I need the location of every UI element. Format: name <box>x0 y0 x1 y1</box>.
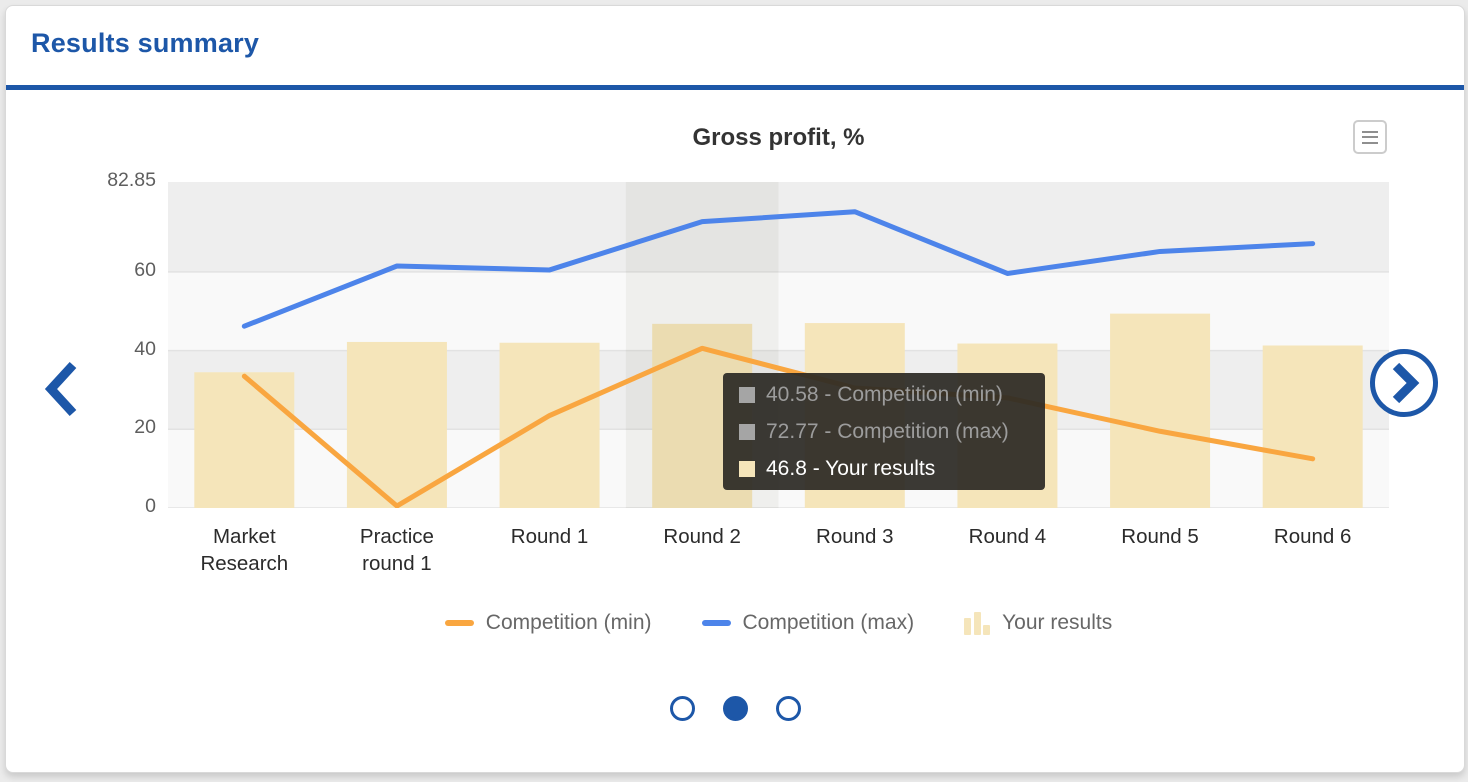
legend-label: Your results <box>1002 611 1113 634</box>
pagination-dot-2[interactable] <box>722 696 748 721</box>
legend-item-competition-max[interactable]: Competition (max) <box>701 611 915 635</box>
y-axis-label: 0 <box>145 495 156 517</box>
chevron-left-icon <box>44 361 77 417</box>
chevron-right-icon <box>1392 362 1420 404</box>
x-axis-label: Market Research <box>200 525 289 576</box>
bar-Round 1[interactable] <box>499 342 600 508</box>
bar-Round 6[interactable] <box>1262 345 1363 508</box>
tooltip-text: 46.8 - Your results <box>766 457 936 480</box>
chart-title: Gross profit, % <box>692 124 865 151</box>
x-axis-label: Round 2 <box>663 525 741 548</box>
chart-legend: Competition (min) Competition (max) Your… <box>168 611 1389 635</box>
bar-chart-icon <box>964 611 991 635</box>
tooltip-row: 40.58 - Competition (min) <box>739 384 1029 405</box>
page-title: Results summary <box>31 28 260 58</box>
pagination-dot-3[interactable] <box>775 696 801 721</box>
line-swatch-icon <box>701 620 731 626</box>
bar-Market Research[interactable] <box>194 372 295 508</box>
x-axis-label: Round 6 <box>1273 525 1352 548</box>
tooltip-swatch-icon <box>739 460 755 477</box>
legend-item-competition-min[interactable]: Competition (min) <box>444 611 652 635</box>
header-divider <box>6 85 1464 90</box>
x-axis-label: Round 4 <box>968 525 1047 548</box>
x-axis-label: Round 5 <box>1121 525 1199 548</box>
y-axis-label: 82.85 <box>107 169 156 191</box>
pagination-dot-1[interactable] <box>669 696 695 721</box>
legend-item-your-results[interactable]: Your results <box>964 611 1112 635</box>
line-swatch-icon <box>444 620 474 626</box>
hamburger-icon <box>1362 130 1378 133</box>
tooltip-swatch-icon <box>739 386 755 403</box>
tooltip-text: 72.77 - Competition (max) <box>766 420 1009 443</box>
tooltip-row: 46.8 - Your results <box>739 458 1029 479</box>
legend-label: Competition (max) <box>742 611 915 634</box>
x-axis-label: Round 1 <box>510 525 589 548</box>
x-axis-label: Round 3 <box>816 525 894 548</box>
results-summary-card: Results summary Gross profit, % 0 20 40 60 8… <box>5 5 1465 773</box>
tooltip-text: 40.58 - Competition (min) <box>766 383 1003 406</box>
chart-tooltip: 40.58 - Competition (min) 72.77 - Competi… <box>723 373 1045 490</box>
tooltip-swatch-icon <box>739 423 755 440</box>
chart-menu-button[interactable] <box>1353 120 1387 154</box>
line-Competition (max)[interactable] <box>241 209 1316 329</box>
line-Competition (min)[interactable] <box>241 345 1316 508</box>
y-axis-label: 60 <box>134 258 156 281</box>
legend-label: Competition (min) <box>485 611 652 634</box>
bar-Round 5[interactable] <box>1110 313 1211 508</box>
next-button[interactable] <box>1370 349 1438 417</box>
y-axis-label: 40 <box>134 337 156 360</box>
tooltip-row: 72.77 - Competition (max) <box>739 421 1029 442</box>
pagination-dots <box>6 696 1464 721</box>
prev-button[interactable] <box>39 358 85 420</box>
x-axis-label: Practice round 1 <box>359 525 434 576</box>
y-axis-label: 20 <box>134 416 156 439</box>
